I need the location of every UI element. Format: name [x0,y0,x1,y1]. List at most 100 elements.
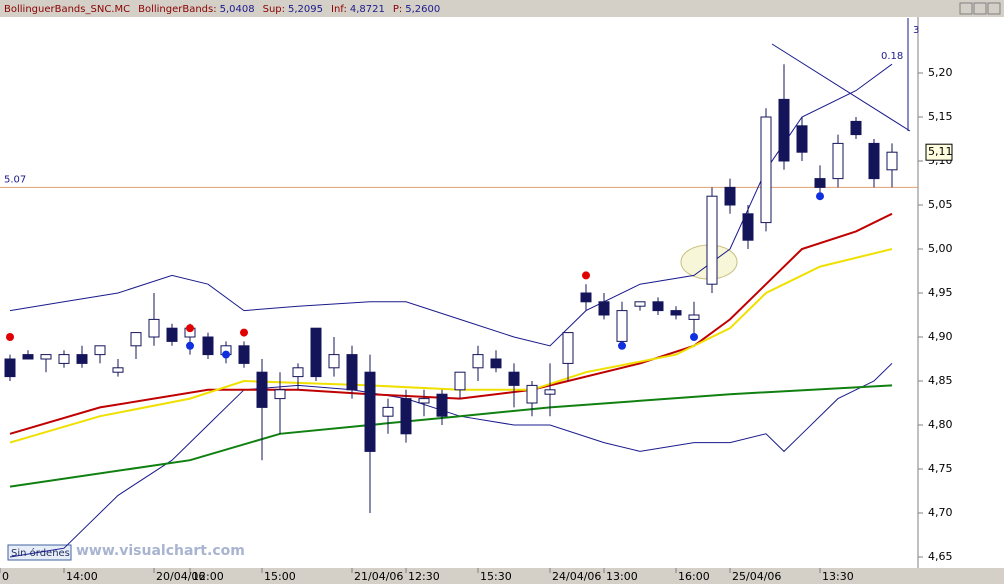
candle [724,178,736,214]
candle [346,345,358,399]
candle [202,332,214,359]
candle-body [508,371,520,386]
x-tick-label: 15:30 [480,570,512,583]
y-tick-label: 4,80 [928,418,953,431]
y-tick-label: 5,15 [928,110,953,123]
x-tick-label: 24/04/06 [552,570,601,583]
maximize-button[interactable] [973,2,987,15]
indicator-label: P: [393,4,402,15]
signal-dot [222,350,230,359]
candle [22,350,34,360]
indicator-label: BollingerBands: [138,4,217,15]
candle-body [454,371,466,391]
x-tick-label: 16:00 [678,570,710,583]
price-tag [925,143,953,161]
candle [274,372,286,434]
minimize-button[interactable] [959,2,973,15]
candle-body [256,371,268,408]
candle [94,345,106,364]
candle [472,345,484,381]
x-tick-label: 13:00 [606,570,638,583]
candle [634,301,646,311]
candle [814,165,826,197]
candle-body [400,398,412,435]
candle-body [778,98,790,162]
candle [490,350,502,373]
signal-dot [186,341,194,350]
candle-body [706,195,718,285]
indicator-value: 5,2600 [405,4,440,15]
candle-body [616,310,628,342]
candle [418,389,430,417]
candle-body [742,213,754,241]
candle-body [130,332,142,347]
y-tick-label: 4,65 [928,550,953,563]
signal-dot [582,271,590,280]
candle-body [472,354,484,369]
candle-body [724,186,736,206]
candle [760,108,772,232]
candle [436,389,448,425]
candle-body [76,354,88,364]
candle-body [562,332,574,364]
signal-dot [690,333,698,341]
candle-body [382,406,394,417]
candle [670,306,682,320]
x-axis-bar [0,568,1004,584]
candle [40,354,52,373]
y-tick-label: 4,75 [928,462,953,475]
x-tick-label: 0 [2,570,9,583]
indicator-label: Inf: [331,4,347,15]
corner-label: 3 [913,25,919,36]
window-buttons[interactable] [959,2,1001,15]
candle [310,327,322,381]
signal-dot [618,341,626,350]
candle [364,354,376,513]
candle [256,359,268,461]
y-tick-label: 4,95 [928,286,953,299]
signal-dot [6,333,14,341]
candle [742,205,754,249]
candle-body [580,292,592,303]
watermark: www.visualchart.com [76,543,245,559]
candle [652,297,664,315]
title-bar [0,0,1004,17]
candle-body [166,327,178,342]
candle [868,139,880,188]
candle-body [652,301,664,312]
level-label: 5.07 [4,174,26,185]
x-tick-label: 25/04/06 [732,570,781,583]
y-tick-label: 5,20 [928,66,953,79]
price-tag-label: 5,11 [928,145,953,158]
candle [130,332,142,359]
candle-body [850,120,862,136]
candle-body [490,358,502,369]
candle-body [634,301,646,307]
candle [616,301,628,346]
close-button[interactable] [987,2,1001,15]
signal-dot [186,324,194,333]
x-tick-label: 20/04/06 [156,570,205,583]
candle [580,284,592,311]
candle-body [22,354,34,360]
candle [508,363,520,408]
candle [598,293,610,320]
candle [544,363,556,417]
y-tick-label: 4,85 [928,374,953,387]
candle-body [814,178,826,188]
candle-body [886,151,898,171]
y-tick-label: 5,05 [928,198,953,211]
signal-dot [240,328,248,337]
candle-body [526,384,538,404]
trend-line [771,43,911,132]
candle [58,350,70,368]
candle-body [40,354,52,360]
candle [454,371,466,399]
candle [796,117,808,161]
candle-body [328,354,340,369]
candle-body [148,318,160,338]
indicator-line [9,384,893,488]
candle [4,354,16,381]
candle [382,398,394,434]
indicator-line [9,63,893,347]
